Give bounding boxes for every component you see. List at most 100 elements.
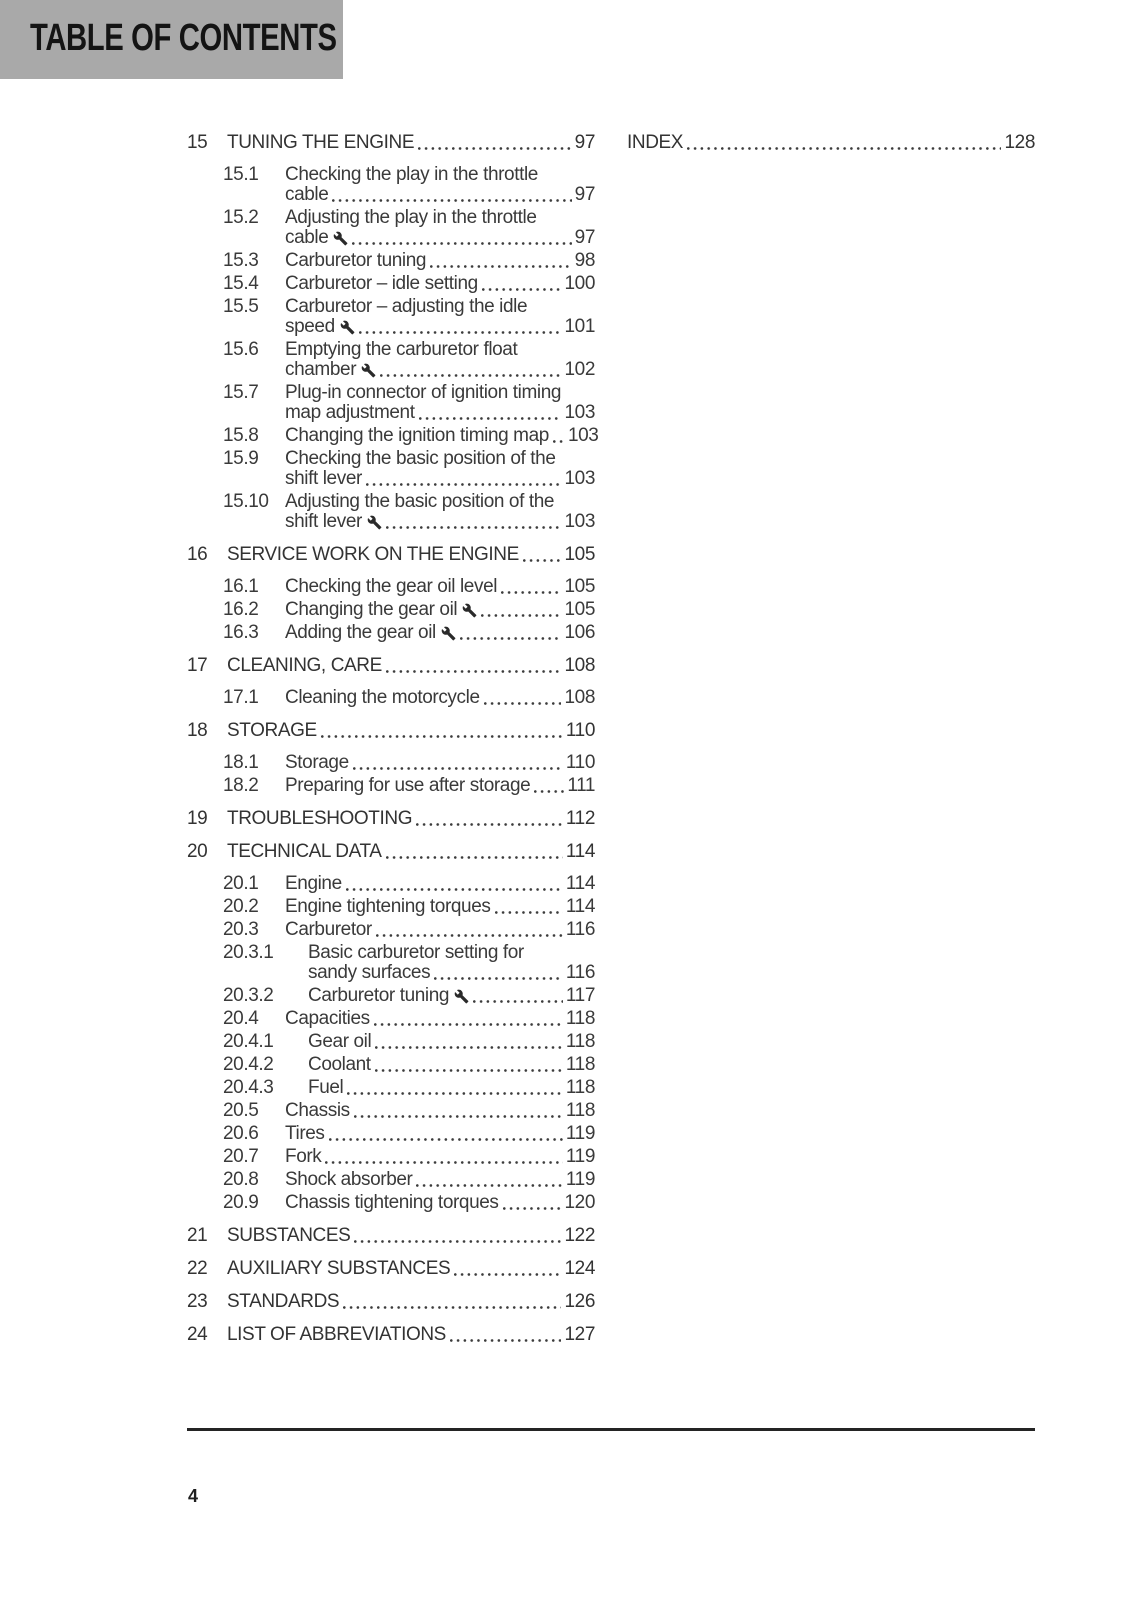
entry-number: 20.4.1 (223, 1031, 274, 1052)
entry-number: 20.4.3 (223, 1077, 274, 1098)
entry-number: 20.6 (223, 1123, 259, 1144)
wrench-icon (340, 320, 355, 335)
entry-leader-line: Carburetor 116 (285, 920, 595, 940)
entry-page-number: 119 (565, 1169, 595, 1190)
entry-body: Carburetor 116 (285, 920, 595, 940)
toc-entry: 20.5 Chassis 118 (223, 1101, 595, 1121)
entry-body: Adding the gear oil 106 (285, 623, 595, 643)
entry-number: 15.8 (223, 425, 259, 446)
section-title: CLEANING, CARE (227, 655, 382, 676)
wrench-icon (367, 515, 382, 530)
dot-leader (687, 147, 1002, 150)
dot-leader (449, 1339, 562, 1342)
entry-leader-line: Chassis 118 (285, 1101, 595, 1121)
entry-body: Capacities 118 (285, 1009, 595, 1029)
entry-text: Coolant (308, 1054, 371, 1075)
entry-text: Engine (285, 873, 342, 894)
entry-page-number: 105 (564, 576, 595, 597)
toc-section-heading: INDEX 128 (627, 133, 1035, 153)
entry-body: Checking the basic position of the shift … (285, 449, 595, 489)
toc-section-heading: 19 TROUBLESHOOTING 112 (187, 809, 595, 829)
toc-entry: 20.1 Engine 114 (223, 874, 595, 894)
entry-text: Fuel (308, 1077, 344, 1098)
entry-leader-line: Capacities 118 (285, 1009, 595, 1029)
toc-entry: 20.7 Fork 119 (223, 1147, 595, 1167)
section-number: 24 (187, 1324, 208, 1345)
entry-page-number: 106 (564, 622, 595, 643)
entry-body: Fork 119 (285, 1147, 595, 1167)
entry-body: Fuel 118 (308, 1078, 595, 1098)
entry-leader-line: chamber 102 (285, 360, 595, 380)
entry-body: Adjusting the basic position of the shift… (285, 492, 595, 532)
section-page-number: 97 (574, 132, 596, 153)
entry-leader-line: Fuel 118 (308, 1078, 595, 1098)
entry-text: shift lever (285, 511, 362, 532)
dot-leader (459, 637, 562, 640)
entry-page-number: 114 (565, 873, 595, 894)
dot-leader (354, 1240, 562, 1243)
entry-number: 15.6 (223, 339, 259, 360)
section-page-number: 126 (564, 1291, 595, 1312)
section-title: STANDARDS (227, 1291, 340, 1312)
entry-leader-line: Gear oil 118 (308, 1032, 595, 1052)
entry-text: Preparing for use after storage (285, 775, 531, 796)
toc-entry: 20.4.1 Gear oil 118 (223, 1032, 595, 1052)
dot-leader (418, 147, 572, 150)
entry-text: Carburetor – adjusting the idle (285, 296, 528, 317)
entry-body: Engine tightening torques 114 (285, 897, 595, 917)
entry-body: Preparing for use after storage 111 (285, 776, 595, 796)
entry-leader-line: shift lever 103 (285, 512, 595, 532)
dot-leader (481, 288, 562, 291)
entry-body: Carburetor – adjusting the idle speed 101 (285, 297, 595, 337)
entry-leader-line: cable 97 (285, 185, 595, 205)
entry-page-number: 103 (564, 402, 595, 423)
wrench-icon (454, 989, 469, 1004)
section-page-number: 124 (564, 1258, 595, 1279)
toc-entry: 20.4.3 Fuel 118 (223, 1078, 595, 1098)
entry-page-number: 116 (565, 919, 595, 940)
entry-text: Changing the gear oil (285, 599, 458, 620)
entry-text: Adding the gear oil (285, 622, 436, 643)
toc-entry: 15.7 Plug-in connector of ignition timing… (223, 383, 595, 423)
toc-entry: 20.3.1 Basic carburetor setting for sandy … (223, 943, 595, 983)
entry-body: Carburetor – idle setting 100 (285, 274, 595, 294)
entry-leader-line: shift lever 103 (285, 469, 595, 489)
toc-column-right: INDEX 128 (627, 120, 1035, 165)
page-header: TABLE OF CONTENTS (0, 0, 343, 79)
entry-text: Checking the basic position of the (285, 448, 556, 469)
toc-section-heading: 20 TECHNICAL DATA 114 (187, 842, 595, 862)
toc-entry: 18.1 Storage 110 (223, 753, 595, 773)
entry-number: 15.4 (223, 273, 259, 294)
entry-body: Emptying the carburetor float chamber 102 (285, 340, 595, 380)
entry-body: Chassis 118 (285, 1101, 595, 1121)
entry-number: 15.9 (223, 448, 259, 469)
toc-entry: 20.8 Shock absorber 119 (223, 1170, 595, 1190)
entry-leader-line: sandy surfaces 116 (308, 963, 595, 983)
entry-number: 16.3 (223, 622, 259, 643)
entry-body: Checking the gear oil level 105 (285, 577, 595, 597)
toc-entry: 15.10 Adjusting the basic position of the… (223, 492, 595, 532)
dot-leader (385, 526, 562, 529)
dot-leader (374, 1069, 563, 1072)
toc-section: INDEX 128 (627, 133, 1035, 153)
toc-section-heading: 22 AUXILIARY SUBSTANCES 124 (187, 1259, 595, 1279)
entry-page-number: 101 (564, 316, 595, 337)
wrench-icon (333, 231, 348, 246)
toc-entry: 15.1 Checking the play in the throttle cab… (223, 165, 595, 205)
toc-section-heading: 16 SERVICE WORK ON THE ENGINE 105 (187, 545, 595, 565)
entry-leader-line: Fork 119 (285, 1147, 595, 1167)
section-page-number: 114 (565, 841, 595, 862)
dot-leader (343, 1306, 562, 1309)
entry-text: Cleaning the motorcycle (285, 687, 480, 708)
dot-leader (375, 934, 563, 937)
toc-entry: 15.2 Adjusting the play in the throttle ca… (223, 208, 595, 248)
entry-page-number: 100 (564, 273, 595, 294)
entry-page-number: 102 (564, 359, 595, 380)
toc-entry: 16.3 Adding the gear oil 106 (223, 623, 595, 643)
toc-entry: 15.4 Carburetor – idle setting 100 (223, 274, 595, 294)
dot-leader (502, 1207, 562, 1210)
entry-page-number: 118 (565, 1077, 595, 1098)
entry-text: Tires (285, 1123, 325, 1144)
entry-number: 15.5 (223, 296, 259, 317)
entry-text: Emptying the carburetor float (285, 339, 518, 360)
